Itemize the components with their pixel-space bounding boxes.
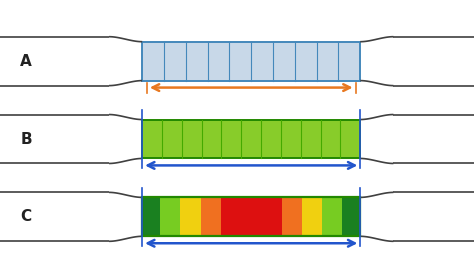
- Bar: [282, 197, 302, 236]
- Bar: [180, 197, 201, 236]
- Bar: [251, 197, 282, 236]
- Text: A: A: [20, 54, 32, 69]
- Bar: [343, 197, 360, 236]
- Bar: [302, 197, 322, 236]
- Bar: [160, 197, 180, 236]
- Bar: [201, 197, 221, 236]
- Text: C: C: [20, 209, 32, 224]
- Bar: [142, 197, 360, 236]
- Bar: [142, 120, 360, 158]
- Bar: [322, 197, 343, 236]
- Text: B: B: [20, 131, 32, 147]
- Bar: [221, 197, 251, 236]
- Bar: [142, 42, 360, 81]
- Bar: [142, 197, 160, 236]
